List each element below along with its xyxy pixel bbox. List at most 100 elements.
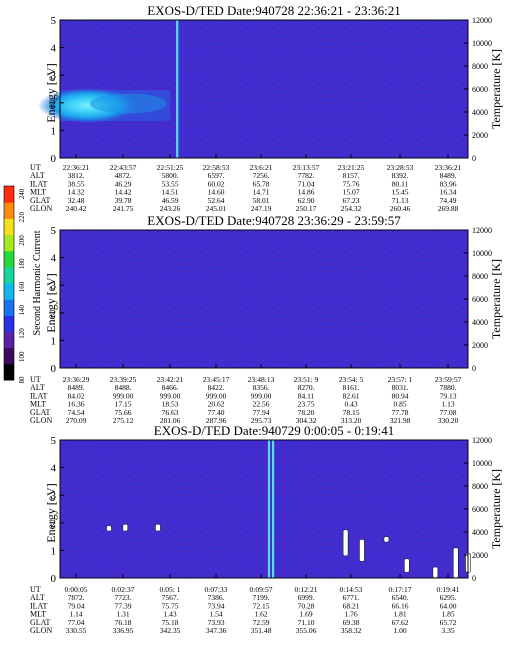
orbit-table-cell: 58.01	[253, 196, 270, 205]
y2-tick-label: 2000	[472, 341, 488, 350]
orbit-table-cell: 71.10	[298, 618, 315, 627]
y2-tick-label: 10000	[472, 249, 492, 258]
orbit-table-cell: 46.29	[115, 179, 132, 188]
orbit-table-cell: 8356.	[253, 383, 270, 392]
orbit-table-cell: 3.35	[441, 626, 454, 635]
orbit-table-cell: 23:36:21	[435, 163, 462, 172]
orbit-table-cell: 22:58:53	[203, 163, 230, 172]
orbit-table-cell: 75.76	[343, 179, 360, 188]
orbit-table-cell: 1.62	[254, 610, 267, 619]
spectrogram-panel-2: EXOS-D/TED Date:940728 23:36:29 - 23:59:…	[30, 213, 503, 425]
orbit-table-cell: 23:28:53	[387, 163, 414, 172]
orbit-table-cell: 64.00	[440, 601, 457, 610]
orbit-table-row-label: GLAT	[30, 618, 51, 627]
y2-tick-label: 10000	[472, 459, 492, 468]
y-tick-label: 5	[51, 225, 57, 237]
orbit-table-cell: 8489.	[68, 383, 85, 392]
orbit-table-cell: 14.71	[253, 188, 270, 197]
orbit-table-cell: 68.21	[343, 601, 360, 610]
orbit-table-cell: 1.43	[163, 610, 176, 619]
orbit-table-row-label: UT	[30, 163, 41, 172]
beam-spike	[176, 20, 179, 158]
orbit-table-row-label: ALT	[30, 383, 45, 392]
orbit-table-cell: 46.59	[162, 196, 179, 205]
orbit-table-cell: 1.00	[393, 626, 406, 635]
y2-tick-label: 12000	[472, 436, 492, 445]
orbit-table-cell: 3812.	[68, 171, 85, 180]
spectrogram-panel-3: EXOS-D/TED Date:940729 0:00:05 - 0:19:41…	[30, 423, 503, 635]
y2-tick-label: 0	[472, 364, 476, 373]
orbit-table-cell: 65.72	[440, 618, 457, 627]
orbit-table-cell: 8392.	[392, 171, 409, 180]
orbit-table-cell: 7386.	[208, 593, 225, 602]
orbit-table-cell: 0:07:33	[205, 585, 228, 594]
orbit-table-cell: 71.13	[392, 196, 409, 205]
y-tick-label: 4	[51, 43, 57, 55]
orbit-table-cell: 22:36:21	[63, 163, 90, 172]
colorbar-swatch	[4, 186, 14, 203]
orbit-table-cell: 84.02	[68, 391, 85, 400]
orbit-table-row-label: GLON	[30, 416, 52, 425]
orbit-table-cell: 7880.	[440, 383, 457, 392]
y-axis-label: Energy [eV]	[44, 273, 58, 332]
orbit-table-cell: 71.04	[298, 179, 315, 188]
y2-tick-label: 8000	[472, 482, 488, 491]
orbit-table-cell: 76.63	[162, 408, 179, 417]
orbit-table-cell: 52.64	[208, 196, 225, 205]
orbit-table-cell: 23:6:21	[250, 163, 273, 172]
data-gap	[432, 566, 439, 579]
orbit-table-cell: 23:36:29	[63, 375, 90, 384]
orbit-table-cell: 0:17:17	[389, 585, 412, 594]
y-tick-label: 2	[51, 98, 57, 110]
orbit-table-cell: 8270.	[298, 383, 315, 392]
orbit-table-cell: 330.20	[438, 416, 459, 425]
beam-spike	[267, 440, 271, 578]
orbit-table-cell: 78.20	[298, 408, 315, 417]
beam-spike	[271, 440, 275, 578]
orbit-table-cell: 1.54	[209, 610, 222, 619]
y-tick-label: 4	[51, 463, 57, 475]
data-gap	[342, 529, 349, 557]
y2-tick-label: 4000	[472, 528, 488, 537]
y-tick-label: 5	[51, 435, 57, 447]
orbit-table-cell: 7199.	[253, 593, 270, 602]
orbit-table-row-label: GLAT	[30, 196, 51, 205]
orbit-table-cell: 0:00:05	[65, 585, 88, 594]
orbit-table-cell: 0:02:37	[112, 585, 135, 594]
orbit-table-cell: 7723.	[115, 593, 132, 602]
orbit-table-cell: 14.60	[208, 188, 225, 197]
orbit-table-cell: 330.55	[66, 626, 87, 635]
orbit-table-cell: 79.13	[440, 391, 457, 400]
spectrogram-panel-1: EXOS-D/TED Date:940728 22:36:21 - 23:36:…	[30, 3, 503, 213]
orbit-table-cell: 77.40	[208, 408, 225, 417]
orbit-table-cell: 0.85	[393, 400, 406, 409]
orbit-table-row-label: UT	[30, 585, 41, 594]
y2-tick-label: 4000	[472, 108, 488, 117]
orbit-table-cell: 269.88	[438, 204, 459, 213]
orbit-table-cell: 0:09:57	[250, 585, 273, 594]
colorbar-tick-label: 140	[18, 305, 26, 316]
orbit-table-cell: 77.08	[440, 408, 457, 417]
y2-tick-label: 0	[472, 154, 476, 163]
orbit-table-cell: 18.53	[162, 400, 179, 409]
orbit-table-cell: 39.78	[115, 196, 132, 205]
orbit-table-cell: 7256.	[253, 171, 270, 180]
orbit-table: UT 0:00:05 0:02:37 0:05: 1 0:07:33 0:09:57 0:1…	[30, 585, 460, 635]
y-tick-label: 0	[51, 153, 57, 165]
orbit-table-cell: 23:59:57	[435, 375, 462, 384]
orbit-table-cell: 74.54	[68, 408, 85, 417]
orbit-table-cell: 8466.	[162, 383, 179, 392]
orbit-table-cell: 75.75	[162, 601, 179, 610]
colorbar-tick-label: 160	[18, 281, 26, 292]
orbit-table-cell: 14.86	[298, 188, 315, 197]
y2-axis-label: Temperature [K]	[489, 259, 503, 339]
orbit-table-cell: 8161.	[343, 383, 360, 392]
spectrogram-field	[60, 440, 468, 578]
orbit-table-cell: 6597.	[208, 171, 225, 180]
colorbar-tick-label: 240	[18, 188, 26, 199]
orbit-table-cell: 1.81	[393, 610, 406, 619]
colorbar-swatch	[4, 234, 14, 252]
orbit-table-cell: 260.46	[390, 204, 411, 213]
y2-tick-label: 2000	[472, 131, 488, 140]
